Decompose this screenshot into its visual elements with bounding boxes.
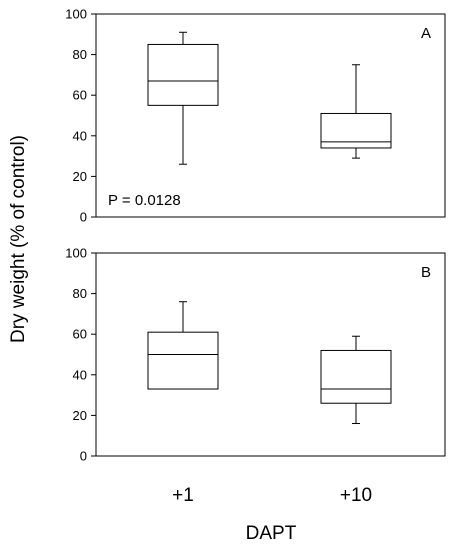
y-tick-label: 80	[73, 286, 87, 301]
y-tick-label: 40	[73, 128, 87, 143]
panel-A-plus1-box	[147, 43, 219, 106]
y-tick-label: 100	[65, 7, 87, 22]
panel-B-plus10-box	[320, 349, 392, 404]
y-tick-label: 80	[73, 47, 87, 62]
y-tick-label: 60	[73, 327, 87, 342]
panel-A-plus10-box	[320, 112, 392, 149]
category-label-plus10: +10	[340, 485, 372, 506]
panel-frame-B	[95, 252, 446, 457]
y-tick-label: 100	[65, 246, 87, 261]
category-label-plus1: +1	[172, 485, 194, 506]
x-axis-title: DAPT	[246, 523, 297, 544]
y-tick-label: 20	[73, 169, 87, 184]
panel-label-B: B	[421, 264, 431, 281]
y-tick-label: 40	[73, 367, 87, 382]
y-tick-label: 60	[73, 88, 87, 103]
y-axis-title: Dry weight (% of control)	[8, 135, 29, 343]
y-tick-label: 0	[80, 449, 87, 464]
panel-B-plus1-box	[147, 331, 219, 390]
y-tick-label: 20	[73, 408, 87, 423]
panel-frame-A	[95, 13, 446, 218]
panel-label-A: A	[421, 25, 431, 42]
p-value-annotation: P = 0.0128	[108, 192, 181, 209]
y-tick-label: 0	[80, 210, 87, 225]
